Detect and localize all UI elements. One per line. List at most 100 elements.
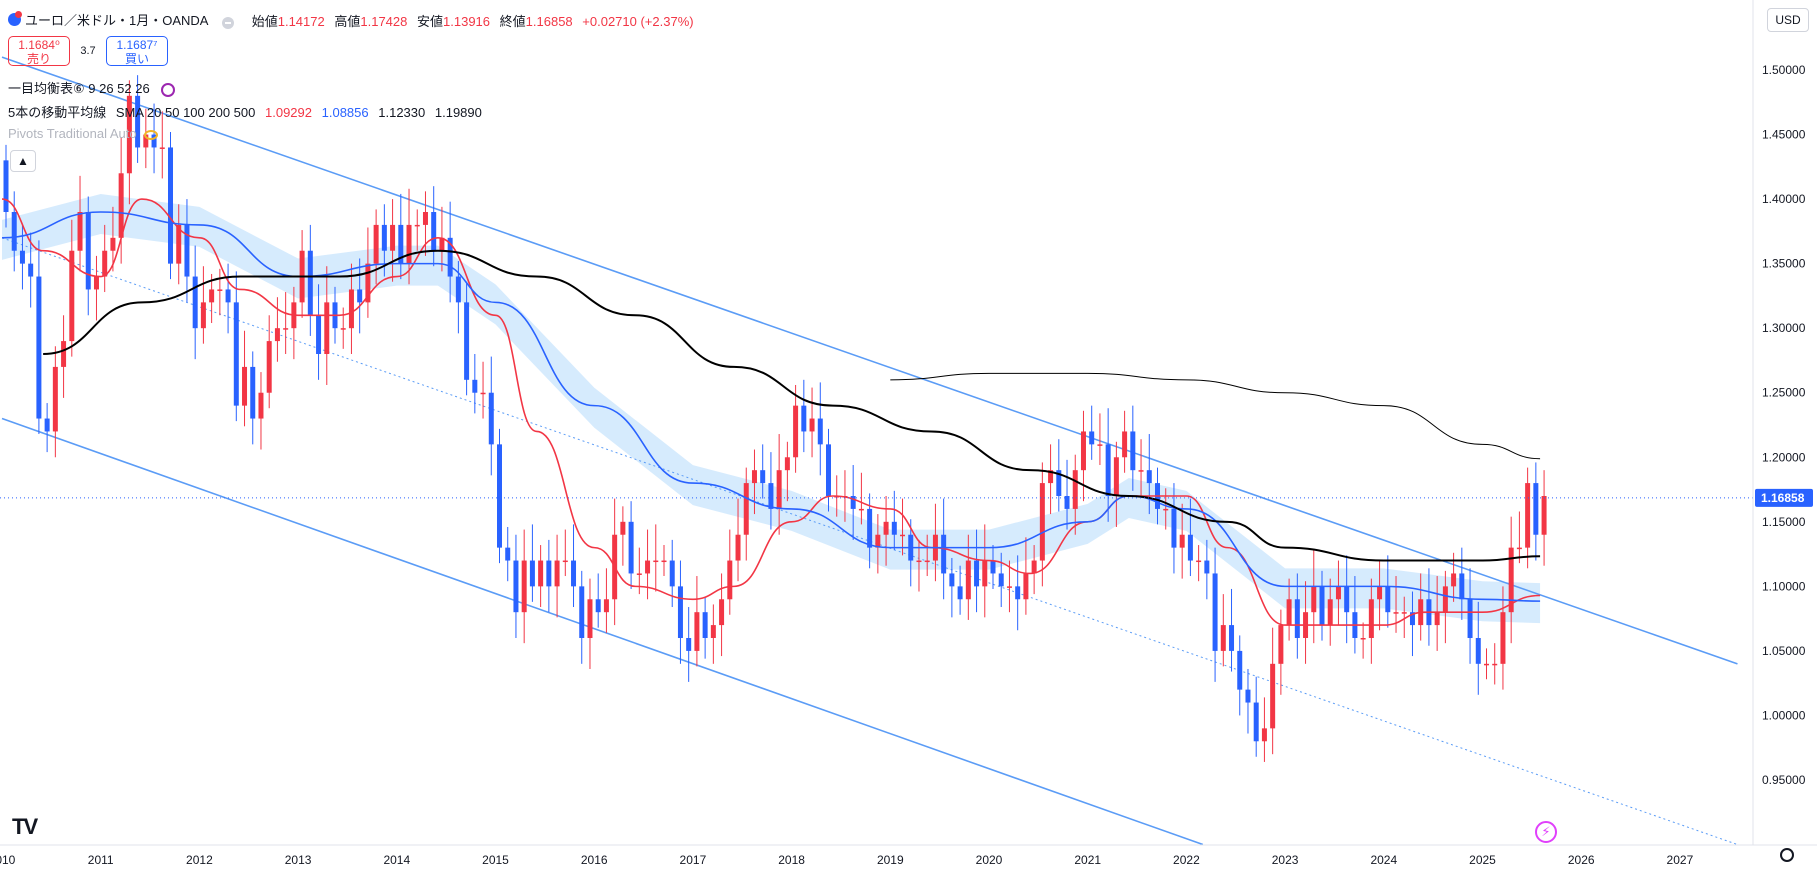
candle <box>1171 508 1177 548</box>
time-tick-label: 2011 <box>88 853 114 867</box>
candle <box>1015 586 1021 600</box>
candle <box>529 560 535 587</box>
ichimoku-cloud <box>2 194 1541 624</box>
buy-button[interactable]: 1.1687⁷ 買い <box>106 36 168 66</box>
bolt-icon[interactable]: ⚡ <box>1535 821 1557 843</box>
candle <box>768 483 774 509</box>
price-tick-label: 1.15000 <box>1762 515 1806 529</box>
candle <box>340 328 346 330</box>
candle <box>1451 573 1457 587</box>
candle <box>44 418 50 432</box>
candle <box>266 341 272 393</box>
price-tick-label: 1.00000 <box>1762 708 1806 722</box>
time-tick-label: 2022 <box>1173 853 1200 867</box>
candle <box>447 237 453 277</box>
candle <box>1097 444 1103 446</box>
candle <box>233 302 239 406</box>
candle <box>562 560 568 563</box>
candle <box>1130 431 1136 471</box>
indicator-sma[interactable]: 5本の移動平均線 SMA 20 50 100 200 500 1.09292 1… <box>8 105 482 120</box>
candle <box>69 250 75 342</box>
candle <box>1459 573 1465 600</box>
sma50-value: 1.08856 <box>321 105 369 120</box>
candle <box>414 224 420 227</box>
sma200-value: 1.19890 <box>434 105 482 120</box>
candle <box>365 263 371 303</box>
candle <box>941 534 947 574</box>
candle <box>1492 663 1498 666</box>
candle <box>200 302 206 329</box>
candle <box>1237 650 1243 690</box>
candle <box>645 560 651 574</box>
channel-lower-line <box>1 417 1204 846</box>
candle <box>554 560 560 587</box>
candle <box>924 560 930 563</box>
hide-icon[interactable] <box>222 16 235 29</box>
candle <box>102 250 108 277</box>
candle <box>61 341 67 367</box>
candle <box>1385 586 1391 613</box>
ohlc-readout: 始値1.14172 高値1.17428 安値1.13916 終値1.16858 … <box>251 14 694 29</box>
time-tick-label: 2019 <box>877 853 904 867</box>
candle <box>686 638 692 651</box>
candle <box>784 457 790 471</box>
candle <box>809 418 815 432</box>
refresh-icon[interactable] <box>161 82 176 97</box>
candle <box>1533 483 1539 535</box>
last-price-badge <box>1755 488 1813 507</box>
candle <box>274 328 280 342</box>
trade-buttons: 1.1684⁰ 売り 3.7 1.1687⁷ 買い <box>8 36 168 66</box>
sell-button[interactable]: 1.1684⁰ 売り <box>8 36 70 66</box>
channel-middle-line <box>1 237 1738 846</box>
sma100-value: 1.12330 <box>378 105 426 120</box>
candle <box>1204 560 1210 574</box>
candle <box>406 224 412 264</box>
candle <box>381 224 387 251</box>
candle <box>858 508 864 511</box>
candle <box>225 289 231 303</box>
sma50-line <box>1 211 1541 602</box>
candle <box>826 444 831 496</box>
time-tick-label: 2023 <box>1272 853 1299 867</box>
gear-icon[interactable] <box>1780 848 1794 862</box>
indicator-ichimoku[interactable]: 一目均衡表⑥ 9 26 52 26 <box>8 78 176 97</box>
candle <box>1525 483 1531 548</box>
candle <box>1031 560 1037 574</box>
candle <box>1311 586 1317 613</box>
indicator-pivots[interactable]: Pivots Traditional Auto <box>8 126 159 141</box>
candle <box>661 560 667 563</box>
collapse-legend-button[interactable]: ▲ <box>10 150 36 172</box>
price-tick-label: 1.30000 <box>1762 321 1806 335</box>
candle <box>1006 586 1012 588</box>
candle <box>982 560 988 587</box>
time-tick-label: 2012 <box>186 853 213 867</box>
candle <box>1048 470 1054 484</box>
candle <box>28 263 34 277</box>
time-tick-label: 2026 <box>1568 853 1595 867</box>
symbol-title[interactable]: ユーロ／米ドル・1月・OANDA <box>25 13 209 28</box>
hidden-eye-icon[interactable] <box>144 129 159 140</box>
candle <box>1146 470 1152 484</box>
candle <box>801 405 807 432</box>
spread-value: 3.7 <box>80 45 96 57</box>
candle <box>1286 599 1292 626</box>
candle <box>1344 586 1350 613</box>
candle <box>702 612 708 638</box>
time-tick-label: 2021 <box>1074 853 1101 867</box>
candle <box>209 289 215 303</box>
currency-selector[interactable]: USD <box>1767 8 1809 32</box>
candle <box>513 560 519 613</box>
candle <box>176 224 182 264</box>
candle <box>1064 496 1070 509</box>
chart-legend: ユーロ／米ドル・1月・OANDA 始値1.14172 高値1.17428 安値1… <box>8 10 694 30</box>
candle <box>1080 431 1086 471</box>
chevron-up-icon: ▲ <box>17 154 29 168</box>
candle <box>1278 625 1284 664</box>
candle <box>1541 496 1547 535</box>
candle <box>431 212 437 251</box>
candle <box>719 599 725 626</box>
candle <box>439 237 445 251</box>
candle <box>85 212 91 290</box>
candle <box>1377 586 1383 600</box>
